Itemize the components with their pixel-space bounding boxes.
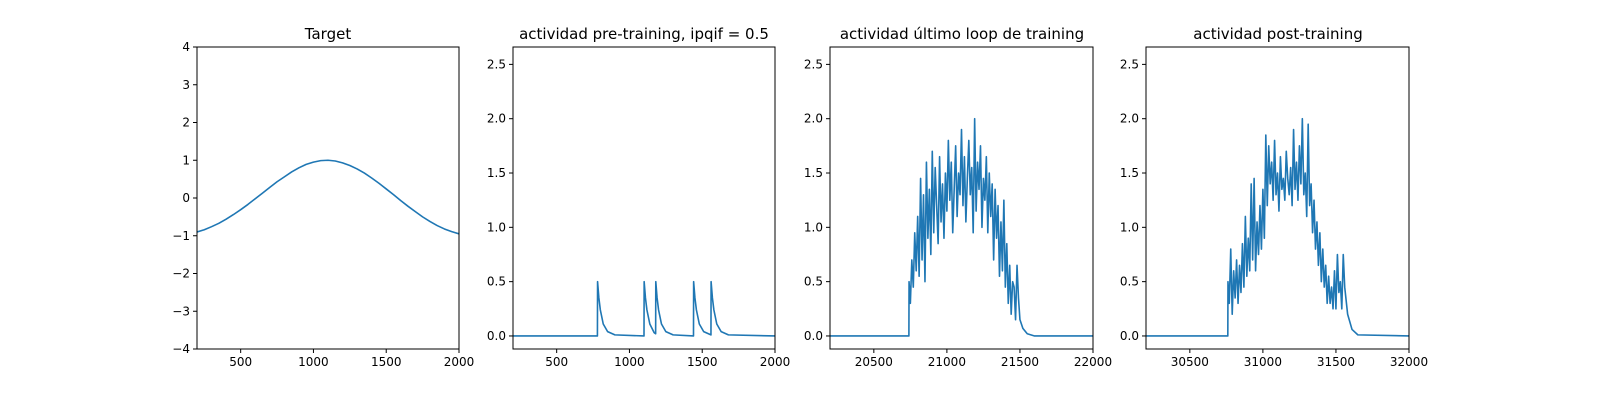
y-tick-label: 2.0 xyxy=(804,112,823,126)
y-tick-label: −4 xyxy=(172,342,190,356)
axes-frame xyxy=(1145,46,1410,350)
x-tick-label: 20500 xyxy=(855,355,893,369)
y-tick-label: 2 xyxy=(182,116,190,130)
x-tick-label: 31500 xyxy=(1317,355,1355,369)
subplot-target: Target 500 1000 1500 2000 −4 −3 −2 −1 0 1 2 3 4 xyxy=(172,25,474,369)
subplot-last-training-loop: actividad último loop de training 20500 2… xyxy=(804,25,1112,369)
y-tick-label: −1 xyxy=(172,229,190,243)
y-tick-label: 1.0 xyxy=(487,220,506,234)
y-tick-label: 3 xyxy=(182,78,190,92)
y-tick-label: 2.5 xyxy=(804,57,823,71)
y-tick-label: 0.0 xyxy=(487,329,506,343)
axes-frame xyxy=(512,46,776,350)
y-tick-label: 1.0 xyxy=(804,220,823,234)
panel-title: actividad post-training xyxy=(1193,25,1362,43)
series-line xyxy=(830,117,1093,337)
y-tick-label: 4 xyxy=(182,40,190,54)
y-tick-label: 2.0 xyxy=(487,112,506,126)
y-tick-label: 0.5 xyxy=(487,275,506,289)
series-line xyxy=(197,159,459,235)
x-tick-label: 21000 xyxy=(928,355,966,369)
y-tick-label: 0.0 xyxy=(804,329,823,343)
subplot-post-training: actividad post-training 30500 31000 31500 3… xyxy=(1120,25,1428,369)
x-tick-label: 1000 xyxy=(298,355,329,369)
y-tick-label: 0.0 xyxy=(1120,329,1139,343)
x-tick-label: 1500 xyxy=(371,355,402,369)
x-tick-label: 21500 xyxy=(1001,355,1039,369)
x-tick-label: 500 xyxy=(545,355,568,369)
y-tick-label: 0 xyxy=(182,191,190,205)
y-tick-label: 0.5 xyxy=(1120,275,1139,289)
y-tick-label: 1 xyxy=(182,153,190,167)
x-tick-label: 30500 xyxy=(1171,355,1209,369)
y-tick-label: −2 xyxy=(172,267,190,281)
y-tick-label: 1.5 xyxy=(487,166,506,180)
y-tick-label: 0.5 xyxy=(804,275,823,289)
panel-title: actividad último loop de training xyxy=(840,25,1084,43)
series-line xyxy=(513,280,775,337)
series-line xyxy=(1146,117,1409,337)
x-tick-label: 1000 xyxy=(614,355,645,369)
axes-frame xyxy=(829,46,1094,350)
y-tick-label: 2.5 xyxy=(1120,57,1139,71)
panel-title: actividad pre-training, ipqif = 0.5 xyxy=(519,25,769,43)
x-tick-label: 500 xyxy=(229,355,252,369)
x-tick-label: 31000 xyxy=(1244,355,1282,369)
y-tick-label: 1.0 xyxy=(1120,220,1139,234)
x-tick-label: 2000 xyxy=(444,355,475,369)
y-tick-label: 2.0 xyxy=(1120,112,1139,126)
y-tick-label: 2.5 xyxy=(487,57,506,71)
y-tick-label: −3 xyxy=(172,304,190,318)
x-tick-label: 2000 xyxy=(760,355,791,369)
x-tick-label: 1500 xyxy=(687,355,718,369)
y-tick-label: 1.5 xyxy=(804,166,823,180)
y-tick-label: 1.5 xyxy=(1120,166,1139,180)
panel-title: Target xyxy=(304,25,352,43)
subplot-pre-training: actividad pre-training, ipqif = 0.5 500 1… xyxy=(487,25,790,369)
x-tick-label: 32000 xyxy=(1390,355,1428,369)
x-tick-label: 22000 xyxy=(1074,355,1112,369)
